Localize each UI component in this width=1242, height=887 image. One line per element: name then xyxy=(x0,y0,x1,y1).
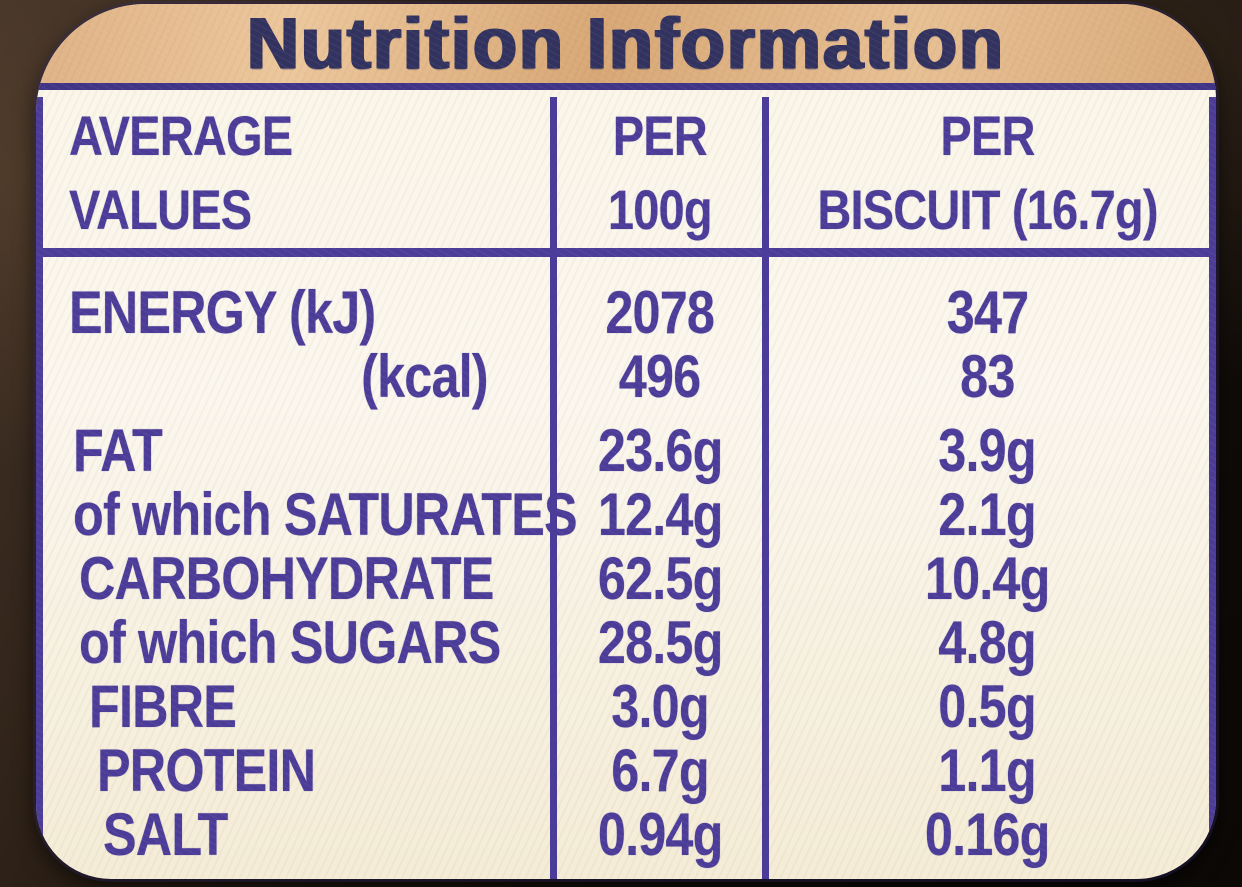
table-header-row: AVERAGE VALUES PER 100g PER BISCUIT (16.… xyxy=(43,97,1209,257)
table-row: FAT 23.6g 3.9g xyxy=(43,419,1209,483)
table-row: ENERGY (kJ) 2078 347 xyxy=(43,281,1209,345)
nutrition-table: AVERAGE VALUES PER 100g PER BISCUIT (16.… xyxy=(36,97,1216,879)
page-title: Nutrition Information xyxy=(247,4,1005,85)
table-row: CARBOHYDRATE 62.5g 10.4g xyxy=(43,547,1209,611)
nutrient-name: SALT xyxy=(103,801,228,868)
header-average-values: AVERAGE VALUES xyxy=(69,103,293,241)
nutrient-name: CARBOHYDRATE xyxy=(79,545,494,612)
title-band: Nutrition Information xyxy=(36,4,1216,90)
per-100g-value: 6.7g xyxy=(611,737,709,804)
nutrient-name: PROTEIN xyxy=(97,737,316,804)
per-biscuit-value: 0.16g xyxy=(925,801,1051,868)
per-biscuit-value: 1.1g xyxy=(938,737,1037,804)
column-divider-1 xyxy=(549,97,557,879)
nutrition-label: Nutrition Information AVERAGE VALUES PER… xyxy=(36,4,1216,879)
table-row: SALT 0.94g 0.16g xyxy=(43,803,1209,867)
nutrient-name: FAT xyxy=(73,417,163,484)
per-100g-value: 3.0g xyxy=(611,673,709,740)
table-row: of which SUGARS 28.5g 4.8g xyxy=(43,611,1209,675)
table-row: FIBRE 3.0g 0.5g xyxy=(43,675,1209,739)
per-biscuit-value: 2.1g xyxy=(938,481,1037,548)
table-row: of which SATURATES 12.4g 2.1g xyxy=(43,483,1209,547)
nutrient-name: (kcal) xyxy=(361,343,488,410)
per-100g-value: 28.5g xyxy=(597,609,723,676)
table-row: (kcal) 496 83 xyxy=(43,345,1209,409)
header-per-biscuit: PER BISCUIT (16.7g) xyxy=(817,103,1158,241)
table-body: ENERGY (kJ) 2078 347 (kcal) 496 83 FAT 2… xyxy=(43,257,1209,867)
per-100g-value: 23.6g xyxy=(597,417,723,484)
table-row: PROTEIN 6.7g 1.1g xyxy=(43,739,1209,803)
nutrient-name: of which SUGARS xyxy=(79,609,501,676)
per-biscuit-value: 0.5g xyxy=(938,673,1037,740)
header-per-100g: PER 100g xyxy=(607,103,713,241)
per-biscuit-value: 3.9g xyxy=(938,417,1037,484)
column-divider-2 xyxy=(761,97,769,879)
per-100g-value: 0.94g xyxy=(597,801,723,868)
per-biscuit-value: 4.8g xyxy=(938,609,1037,676)
per-biscuit-value: 347 xyxy=(946,279,1029,346)
nutrient-name: ENERGY (kJ) xyxy=(69,279,376,346)
per-100g-value: 496 xyxy=(619,343,701,410)
per-100g-value: 62.5g xyxy=(597,545,723,612)
per-biscuit-value: 83 xyxy=(960,343,1015,410)
nutrient-name: of which SATURATES xyxy=(73,481,578,548)
per-100g-value: 12.4g xyxy=(597,481,723,548)
per-100g-value: 2078 xyxy=(605,279,715,346)
nutrient-name: FIBRE xyxy=(89,673,237,740)
per-biscuit-value: 10.4g xyxy=(925,545,1051,612)
